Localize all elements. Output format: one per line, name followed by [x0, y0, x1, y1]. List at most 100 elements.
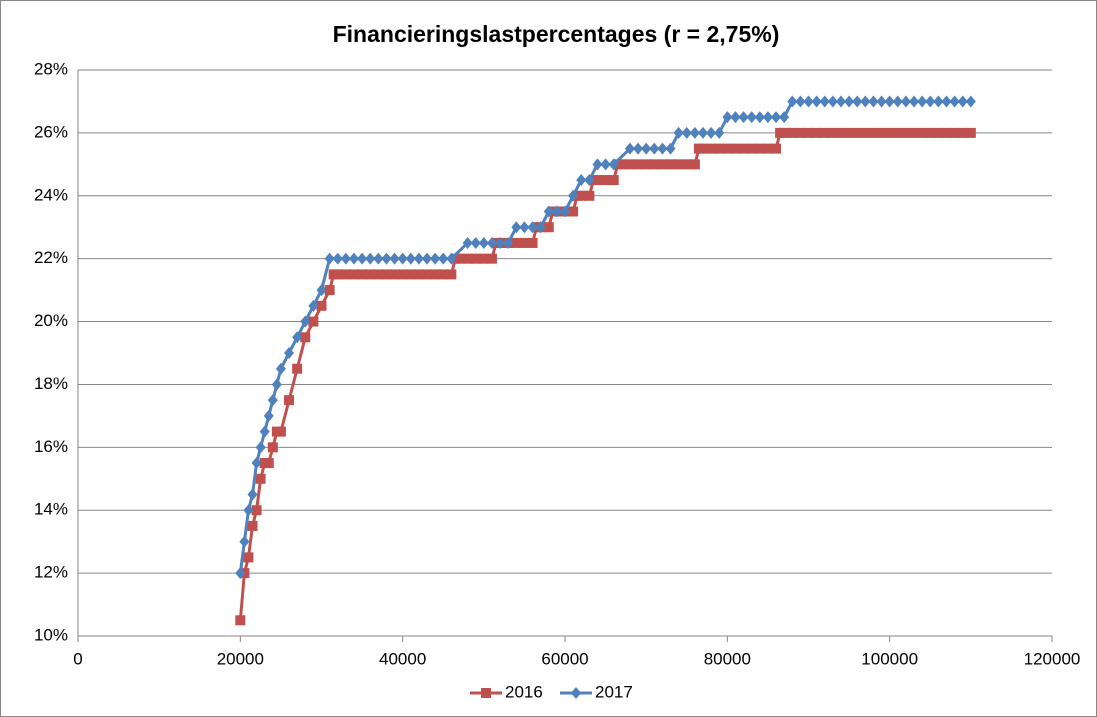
data-point: [243, 552, 254, 563]
data-point: [779, 111, 790, 124]
data-point: [787, 127, 798, 138]
data-point: [657, 159, 668, 170]
data-point: [933, 95, 944, 108]
data-point: [706, 126, 717, 139]
data-point: [462, 253, 473, 264]
data-point: [373, 252, 384, 265]
data-point: [754, 143, 765, 154]
data-point: [892, 127, 903, 138]
legend-marker: [481, 688, 491, 698]
data-point: [665, 142, 676, 155]
y-tick-label: 26%: [34, 122, 68, 141]
data-point: [413, 269, 424, 280]
data-point: [957, 95, 968, 108]
data-point: [584, 174, 595, 187]
data-point: [868, 127, 879, 138]
data-point: [543, 205, 554, 218]
data-point: [762, 143, 773, 154]
data-point: [633, 159, 644, 170]
data-point: [746, 143, 757, 154]
data-point: [340, 252, 351, 265]
data-point: [738, 143, 749, 154]
y-tick-label: 22%: [34, 248, 68, 267]
data-point: [811, 127, 822, 138]
data-point: [381, 252, 392, 265]
data-point: [292, 363, 303, 374]
data-point: [543, 222, 554, 233]
data-point: [803, 95, 814, 108]
data-point: [519, 221, 530, 234]
data-point: [689, 126, 700, 139]
data-point: [527, 237, 538, 248]
data-point: [738, 111, 749, 124]
data-point: [357, 269, 368, 280]
data-point: [438, 252, 449, 265]
data-point: [689, 159, 700, 170]
data-point: [413, 252, 424, 265]
data-point: [933, 127, 944, 138]
data-point: [771, 143, 782, 154]
data-point: [239, 535, 250, 548]
data-point: [454, 253, 465, 264]
data-point: [422, 269, 433, 280]
x-tick-label: 80000: [704, 649, 751, 668]
data-point: [949, 127, 960, 138]
data-point: [486, 236, 497, 249]
data-point: [641, 142, 652, 155]
data-point: [957, 127, 968, 138]
data-point: [332, 252, 343, 265]
data-point: [600, 158, 611, 171]
data-point: [247, 520, 258, 531]
data-point: [251, 457, 262, 470]
data-point: [271, 378, 282, 391]
data-point: [827, 95, 838, 108]
data-point: [649, 142, 660, 155]
data-point: [909, 95, 920, 108]
data-point: [284, 347, 295, 359]
data-point: [819, 127, 830, 138]
data-point: [706, 143, 717, 154]
data-point: [787, 95, 798, 108]
data-point: [389, 252, 400, 265]
data-point: [722, 143, 733, 154]
data-point: [860, 95, 871, 108]
data-point: [247, 488, 258, 501]
data-point: [446, 269, 457, 280]
data-point: [730, 143, 741, 154]
data-point: [754, 111, 765, 124]
data-point: [486, 253, 497, 264]
data-point: [771, 111, 782, 124]
data-point: [673, 126, 684, 139]
data-point: [365, 252, 376, 265]
data-point: [762, 111, 773, 124]
legend-label: 2016: [505, 682, 543, 701]
x-tick-label: 120000: [1024, 649, 1081, 668]
data-point: [633, 142, 644, 155]
data-point: [730, 111, 741, 124]
data-point: [681, 159, 692, 170]
data-point: [430, 252, 441, 265]
data-point: [608, 175, 619, 186]
x-tick-label: 100000: [861, 649, 918, 668]
data-point: [308, 299, 319, 312]
data-point: [876, 95, 887, 108]
data-point: [503, 236, 514, 249]
data-point: [292, 331, 303, 344]
data-point: [624, 159, 635, 170]
data-point: [835, 127, 846, 138]
data-point: [795, 95, 806, 108]
data-point: [616, 159, 627, 170]
data-point: [470, 253, 481, 264]
data-point: [965, 95, 976, 108]
data-point: [316, 300, 327, 311]
data-point: [811, 95, 822, 108]
data-point: [275, 362, 286, 375]
data-point: [892, 95, 903, 108]
data-point: [324, 285, 335, 296]
data-point: [925, 127, 936, 138]
data-point: [657, 142, 668, 155]
data-point: [641, 159, 652, 170]
chart-title: Financieringslastpercentages (r = 2,75%): [333, 21, 780, 47]
data-point: [665, 159, 676, 170]
data-point: [251, 505, 262, 516]
